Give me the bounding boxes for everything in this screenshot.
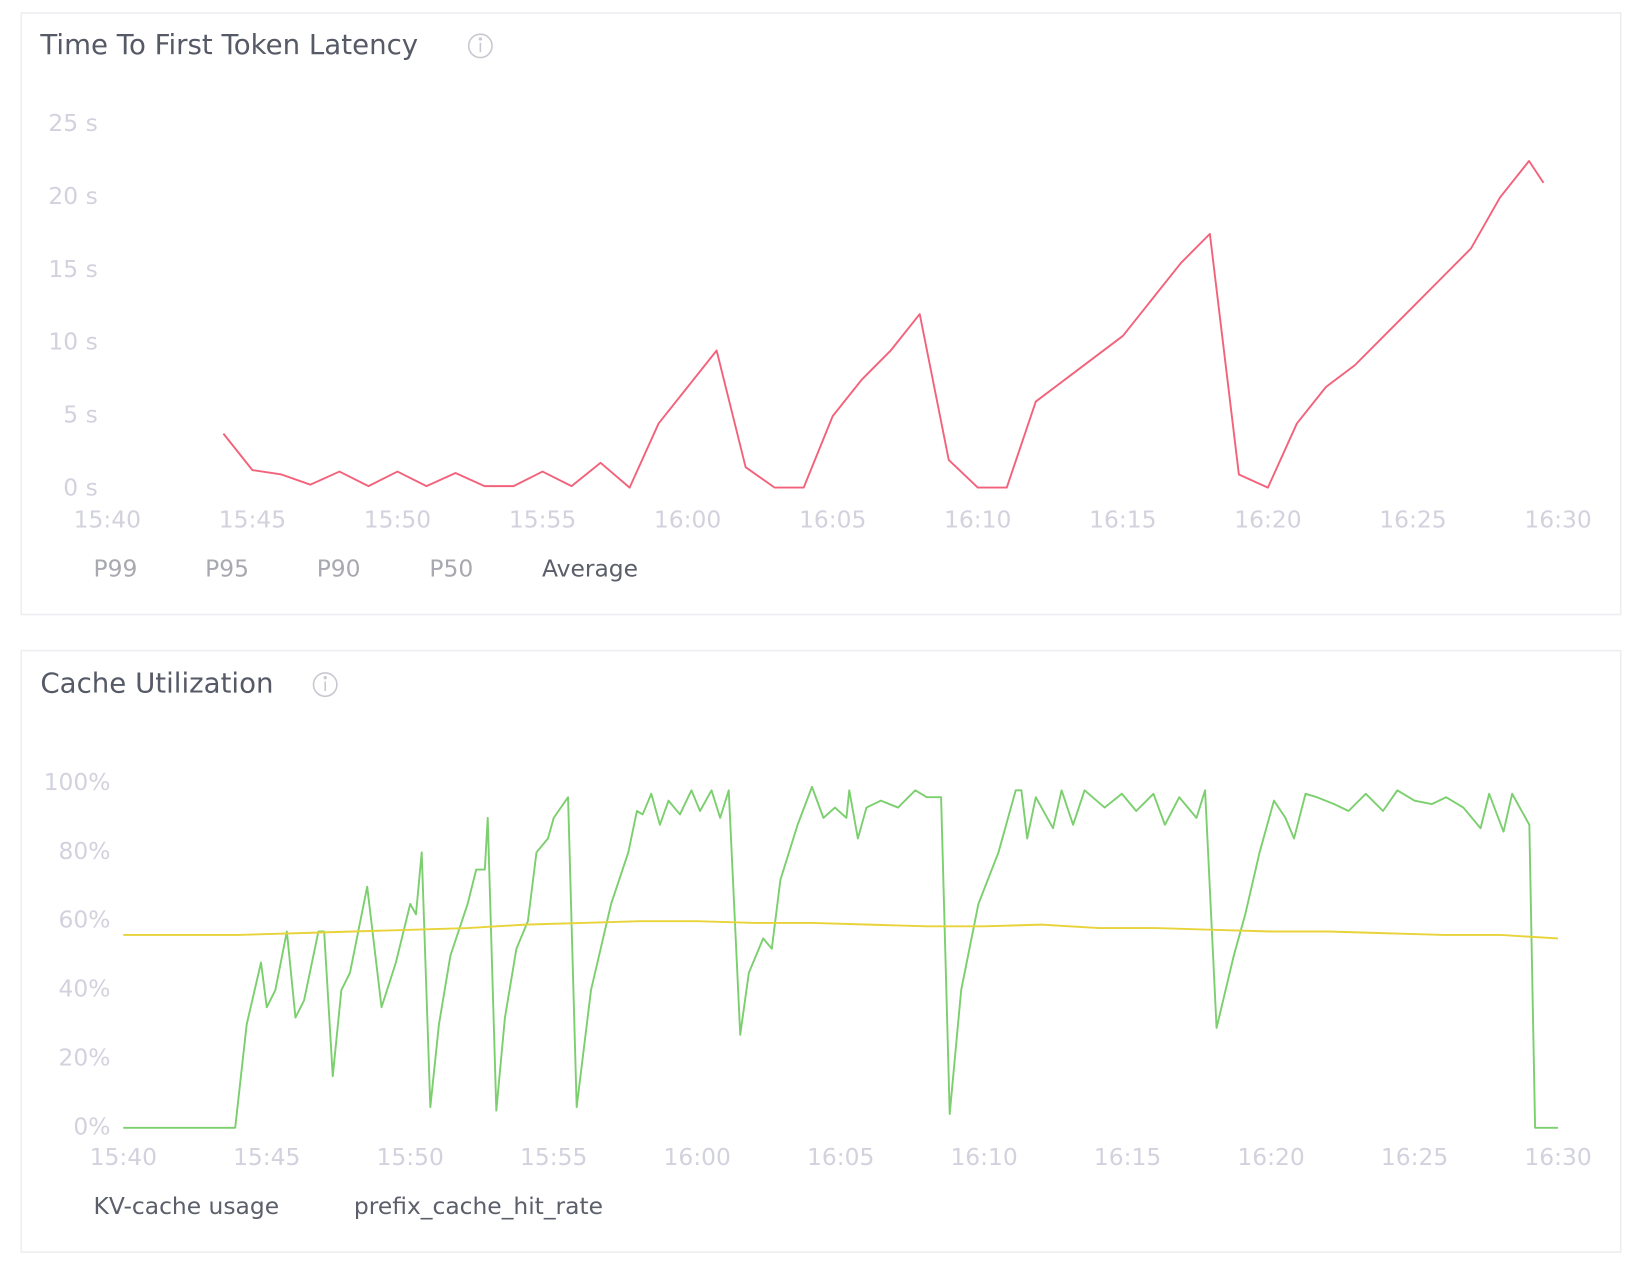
- y-tick-label: 20 s: [48, 182, 97, 210]
- legend-entry[interactable]: prefix_cache_hit_rate: [354, 1192, 603, 1220]
- y-tick-label: 100%: [44, 768, 111, 796]
- y-tick-label: 0 s: [63, 474, 97, 502]
- x-tick-label: 16:00: [663, 1143, 730, 1171]
- x-tick-label: 15:55: [509, 505, 576, 533]
- x-tick-label: 15:45: [219, 505, 286, 533]
- x-tick-label: 16:10: [950, 1143, 1017, 1171]
- line-series: [123, 920, 1559, 940]
- legend-entry[interactable]: Average: [542, 554, 638, 582]
- x-tick-label: 16:05: [799, 505, 866, 533]
- info-icon[interactable]: [467, 33, 493, 59]
- x-tick-label: 16:30: [1524, 1143, 1591, 1171]
- legend-entry[interactable]: P90: [317, 554, 361, 582]
- x-tick-label: 16:20: [1234, 505, 1301, 533]
- x-tick-label: 16:30: [1524, 505, 1591, 533]
- x-tick-label: 16:15: [1094, 1143, 1161, 1171]
- x-tick-label: 15:50: [377, 1143, 444, 1171]
- x-tick-label: 16:25: [1381, 1143, 1448, 1171]
- y-tick-label: 10 s: [48, 328, 97, 356]
- legend-entry[interactable]: P95: [205, 554, 249, 582]
- x-tick-label: 15:40: [74, 505, 141, 533]
- x-tick-label: 16:15: [1089, 505, 1156, 533]
- legend-entry[interactable]: P99: [94, 554, 138, 582]
- legend-entry[interactable]: P50: [429, 554, 473, 582]
- legend-entry[interactable]: KV-cache usage: [94, 1192, 280, 1220]
- x-tick-label: 15:45: [233, 1143, 300, 1171]
- line-series: [222, 160, 1545, 489]
- y-tick-label: 80%: [59, 837, 111, 865]
- x-tick-label: 16:10: [944, 505, 1011, 533]
- x-tick-label: 15:40: [90, 1143, 157, 1171]
- info-icon[interactable]: [312, 672, 338, 698]
- x-tick-label: 16:25: [1379, 505, 1446, 533]
- panel: [20, 649, 1622, 1253]
- y-tick-label: 25 s: [48, 109, 97, 137]
- y-tick-label: 15 s: [48, 255, 97, 283]
- y-tick-label: 0%: [73, 1112, 110, 1140]
- y-tick-label: 20%: [59, 1043, 111, 1071]
- x-tick-label: 16:00: [654, 505, 721, 533]
- y-tick-label: 5 s: [63, 401, 97, 429]
- y-tick-label: 40%: [59, 975, 111, 1003]
- panel: [20, 12, 1622, 616]
- x-tick-label: 16:20: [1237, 1143, 1304, 1171]
- line-series: [123, 785, 1559, 1129]
- y-tick-label: 60%: [59, 906, 111, 934]
- x-tick-label: 16:05: [807, 1143, 874, 1171]
- panel-title: Time To First Token Latency: [39, 28, 418, 61]
- x-tick-label: 15:55: [520, 1143, 587, 1171]
- panel-title: Cache Utilization: [40, 667, 273, 700]
- x-tick-label: 15:50: [364, 505, 431, 533]
